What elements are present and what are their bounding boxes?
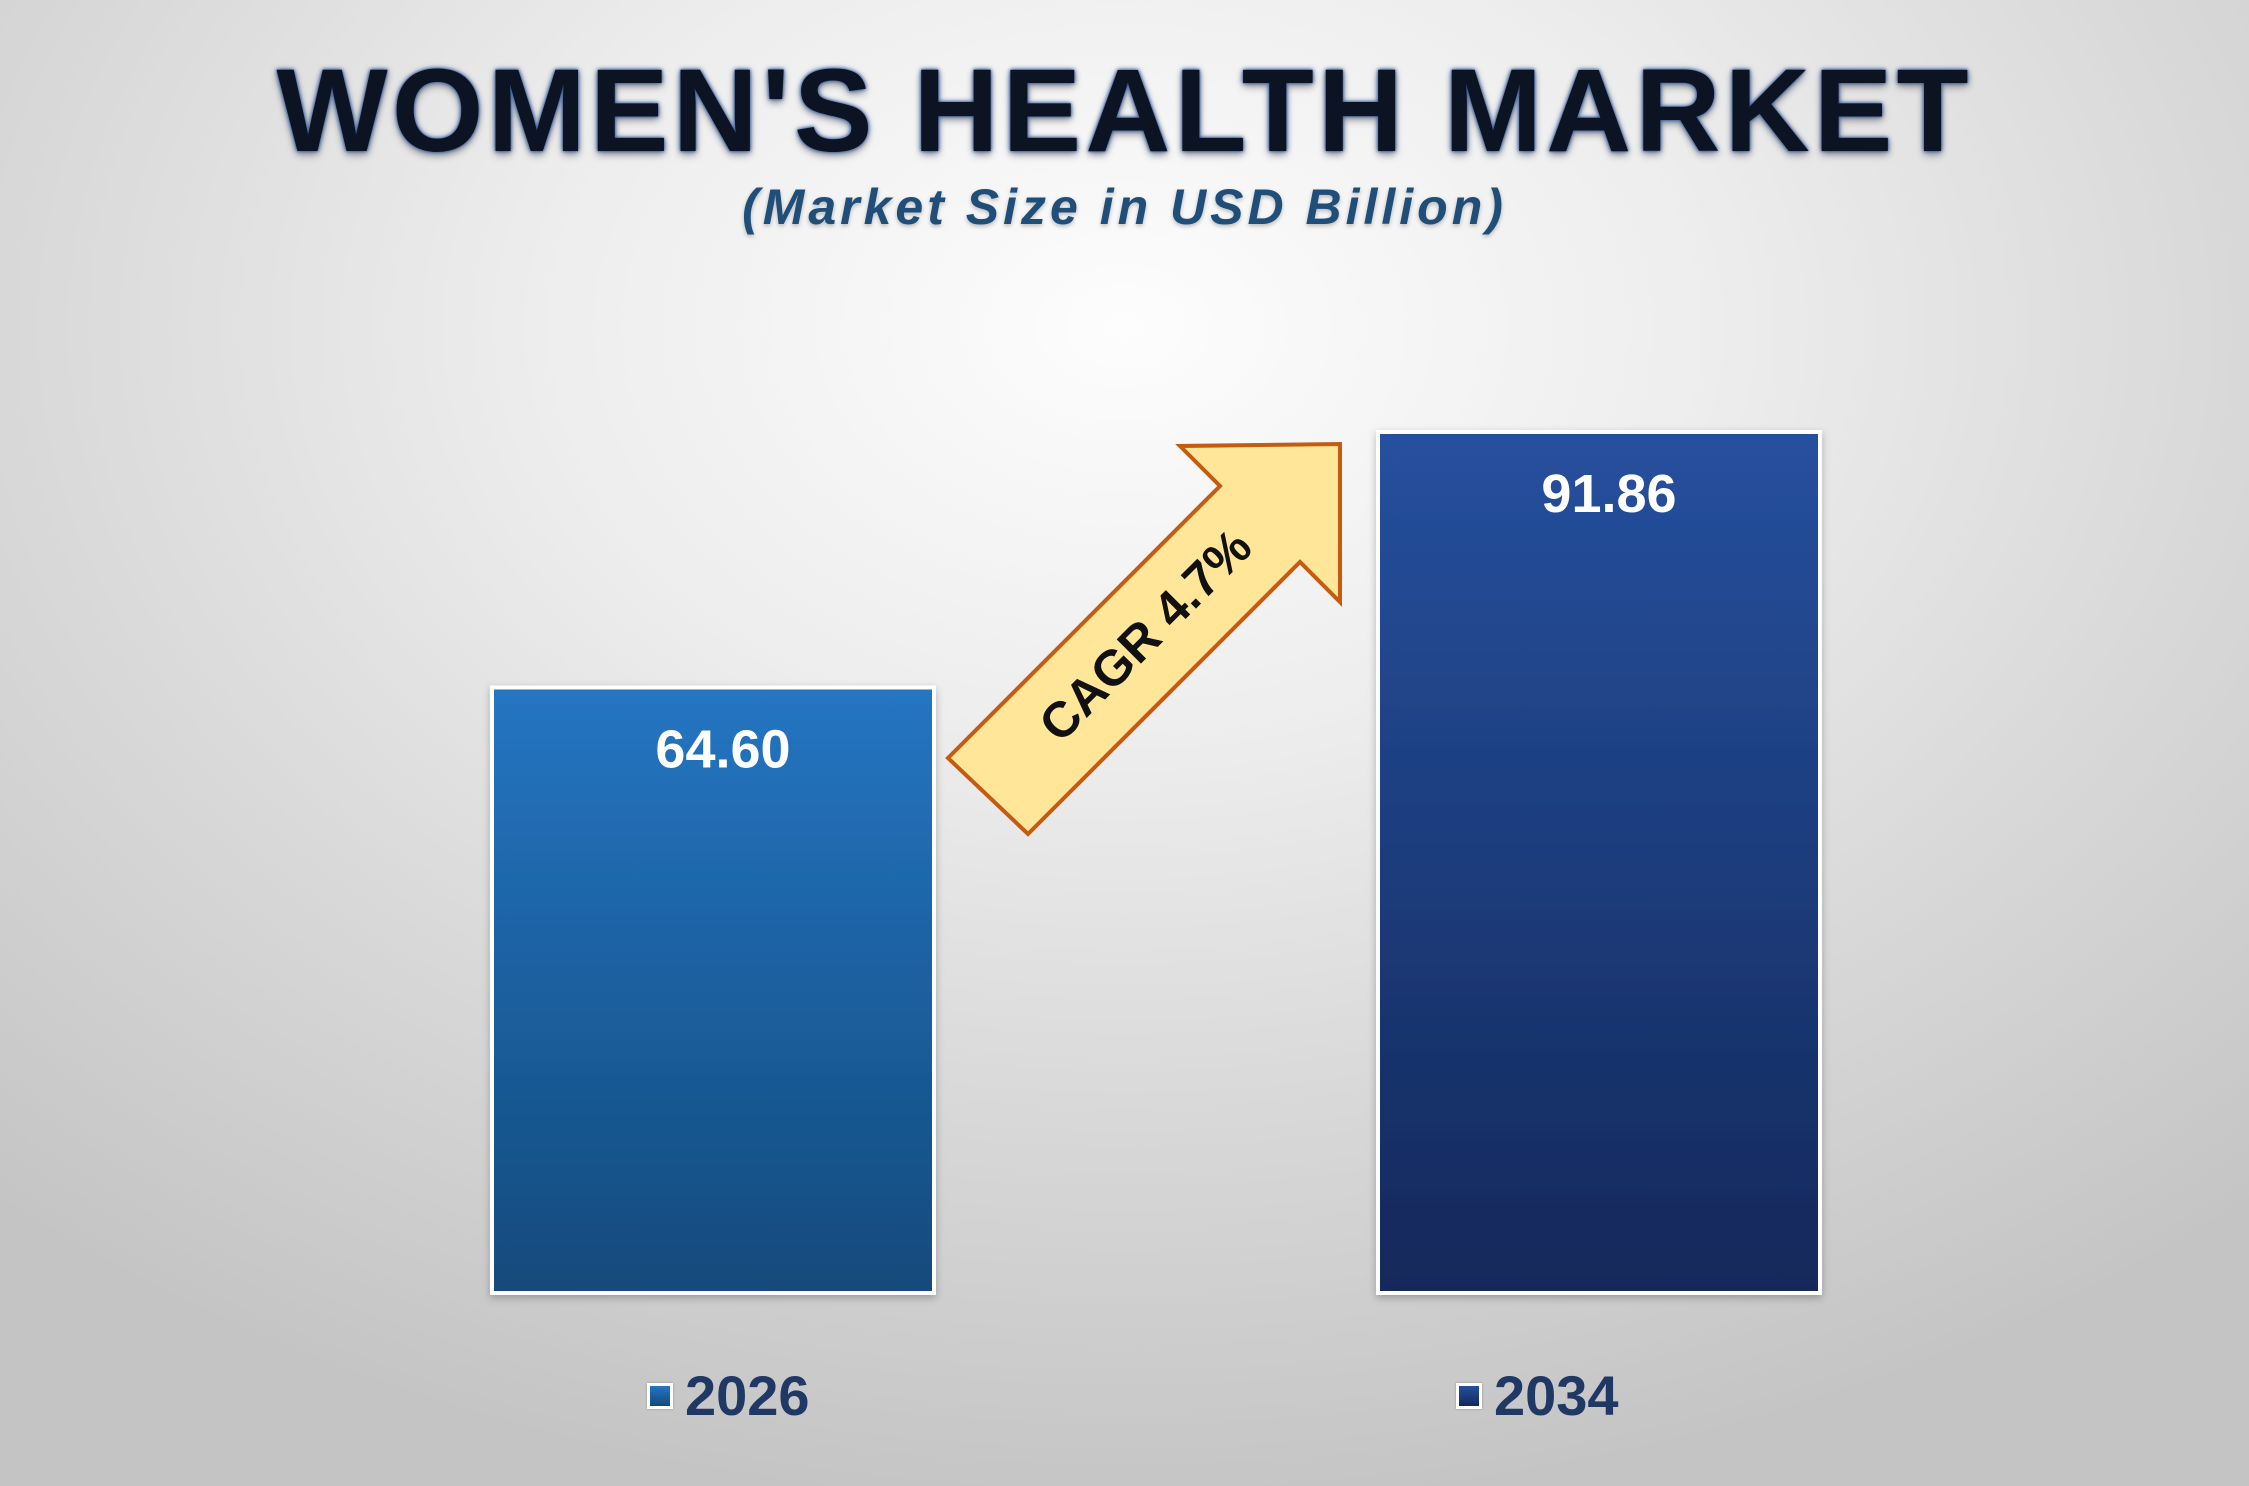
bar-2026 — [490, 685, 936, 1295]
legend-item-2034: 2034 — [1456, 1368, 1619, 1424]
data-label-2026: 64.60 — [655, 720, 790, 780]
legend-label-2034: 2034 — [1494, 1364, 1619, 1427]
cagr-arrow: CAGR 4.7% — [945, 441, 1342, 837]
legend-swatch-2034 — [1456, 1383, 1482, 1409]
chart-title: WOMEN'S HEALTH MARKET — [276, 45, 1973, 177]
legend-swatch-2026 — [647, 1383, 673, 1409]
legend-item-2026: 2026 — [647, 1368, 810, 1424]
cagr-arrow-shape — [945, 441, 1342, 837]
bar-2034 — [1376, 430, 1822, 1295]
legend-label-2026: 2026 — [685, 1364, 810, 1427]
data-label-2034: 91.86 — [1541, 464, 1676, 524]
chart-subtitle: (Market Size in USD Billion) — [742, 179, 1507, 235]
